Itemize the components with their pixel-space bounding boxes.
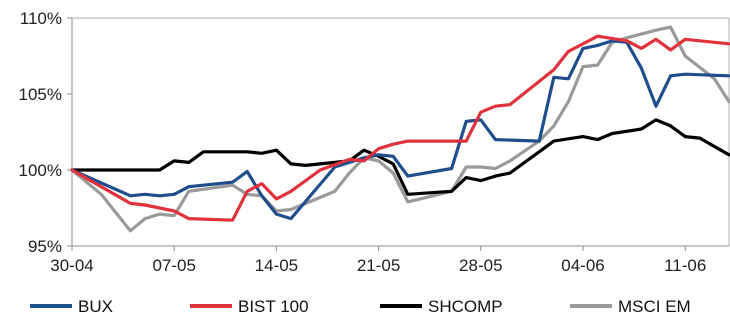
legend: BUX BIST 100 SHCOMP MSCI EM (30, 297, 691, 316)
legend-label-bist-100: BIST 100 (238, 297, 309, 316)
series-line-shcomp (70, 118, 730, 196)
x-tick-label: 21-05 (357, 256, 400, 275)
x-axis-ticks: 30-04 07-05 14-05 21-05 28-05 04-06 11-06 (50, 246, 706, 275)
x-tick-label: 30-04 (50, 256, 93, 275)
y-tick-label: 110% (20, 9, 62, 28)
x-tick-label: 04-06 (561, 256, 604, 275)
series-lines (70, 25, 730, 233)
x-tick-label: 07-05 (152, 256, 195, 275)
legend-label-shcomp: SHCOMP (428, 297, 503, 316)
x-tick-label: 28-05 (459, 256, 502, 275)
y-axis-ticks: 95% 100% 105% 110% (19, 9, 72, 256)
series-line-bux (70, 39, 730, 221)
legend-label-msci-em: MSCI EM (618, 297, 691, 316)
y-tick-label: 95% (28, 237, 62, 256)
x-tick-label: 14-05 (255, 256, 298, 275)
y-tick-label: 105% (19, 85, 62, 104)
series-line-bist-100 (70, 34, 730, 222)
legend-label-bux: BUX (78, 297, 113, 316)
series-line-msci-em (70, 25, 730, 233)
y-tick-label: 100% (19, 161, 62, 180)
x-tick-label: 11-06 (664, 256, 706, 275)
plot-frame (71, 17, 730, 247)
